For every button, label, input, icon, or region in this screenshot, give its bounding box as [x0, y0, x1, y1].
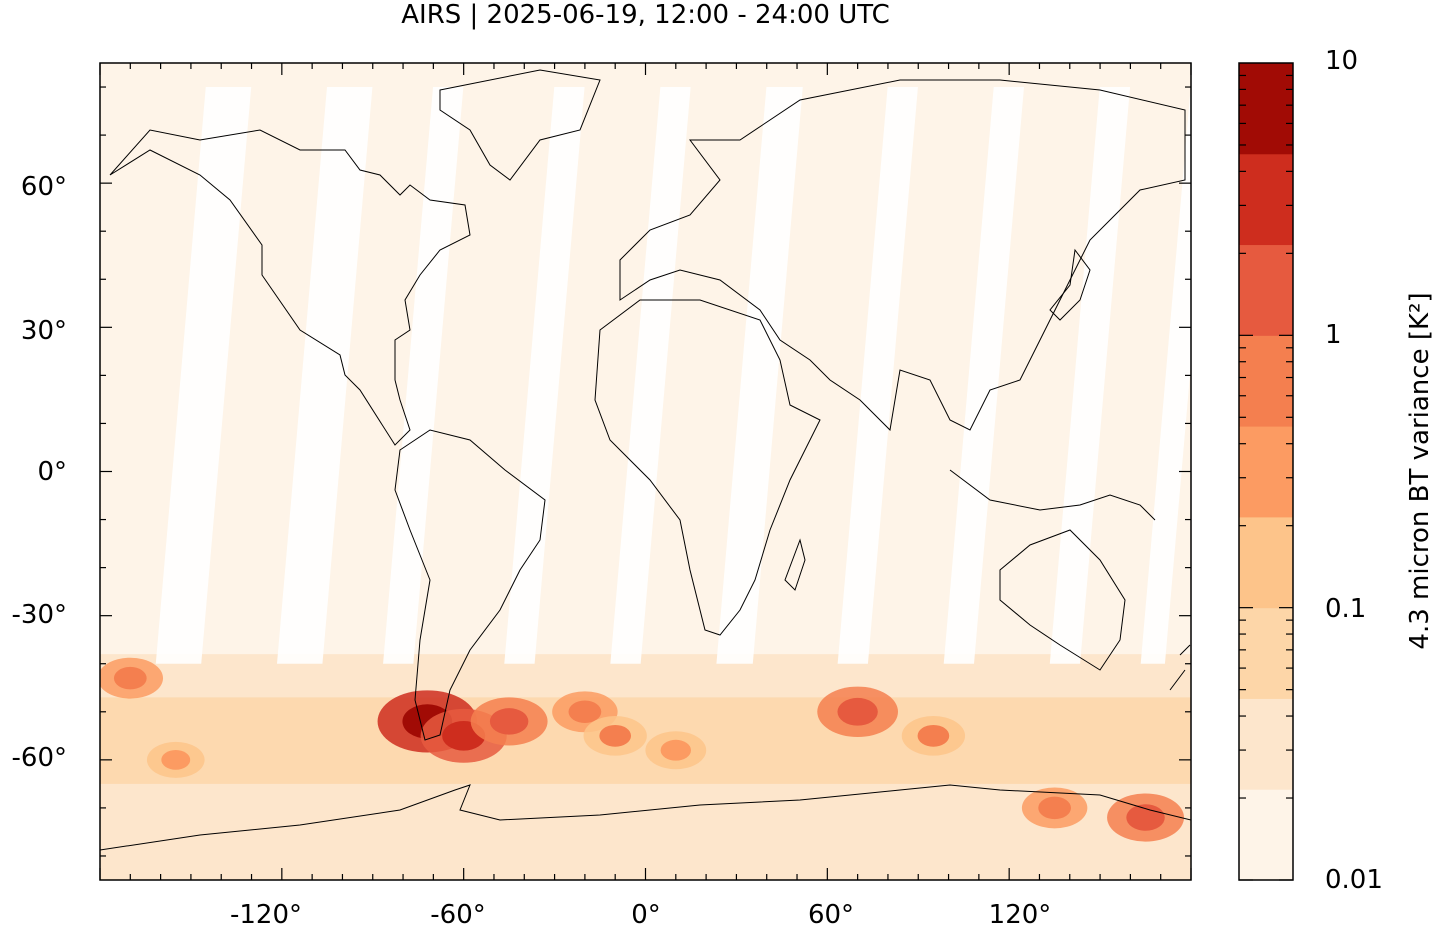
colorbar-swatch: [1239, 698, 1293, 790]
lon-label-minus60: -60°: [430, 900, 486, 930]
hotspot-core: [1038, 796, 1071, 820]
colorbar-label-0p01: 0.01: [1325, 865, 1383, 895]
lat-label-30: 30°: [20, 316, 67, 346]
hotspot-core: [599, 724, 632, 747]
colorbar-title: 4.3 micron BT variance [K²]: [1405, 292, 1435, 650]
hotspot-core: [917, 724, 950, 747]
lat-label-minus60: -60°: [11, 743, 67, 773]
swath-gap: [943, 87, 1025, 664]
colorbar-label-0p1: 0.1: [1325, 594, 1367, 624]
hotspot-core: [161, 749, 191, 770]
colorbar: [1239, 63, 1293, 881]
lon-label-120: 120°: [988, 900, 1052, 930]
swath-gap: [276, 87, 373, 664]
swath-gap: [610, 87, 691, 664]
lat-label-minus30: -30°: [11, 600, 67, 630]
lon-label-60: 60°: [807, 900, 855, 930]
hotspot-core: [113, 666, 147, 690]
hotspot-core: [568, 700, 602, 724]
lat-label-0: 0°: [37, 457, 67, 487]
map-title: AIRS | 2025-06-19, 12:00 - 24:00 UTC: [401, 0, 890, 30]
colorbar-label-1: 1: [1325, 320, 1342, 350]
lat-label-60: 60°: [20, 172, 67, 202]
colorbar-swatch: [1239, 335, 1293, 427]
swath-gap: [1140, 87, 1191, 664]
colorbar-frame: [1238, 62, 1294, 881]
colorbar-swatch: [1239, 516, 1293, 609]
colorbar-swatch: [1239, 426, 1293, 518]
lon-label-minus120: -120°: [229, 900, 302, 930]
coastlines: [100, 69, 1191, 851]
hotspot-core: [660, 739, 691, 761]
colorbar-label-10: 10: [1325, 46, 1359, 76]
swath-gap: [504, 87, 585, 664]
colorbar-swatch: [1239, 789, 1293, 881]
colorbar-swatch: [1239, 153, 1293, 246]
colorbar-swatch: [1239, 244, 1293, 336]
swath-gap: [155, 87, 252, 664]
swath-gaps: [155, 87, 1191, 664]
swath-gap: [1049, 87, 1131, 664]
swath-gap: [383, 87, 464, 664]
lon-label-0: 0°: [631, 900, 661, 930]
colorbar-swatch: [1239, 607, 1293, 699]
colorbar-swatch: [1239, 63, 1293, 155]
hotspot-core: [837, 697, 878, 726]
hotspot-core: [489, 708, 529, 735]
swath-gap: [837, 87, 918, 664]
swath-gap: [716, 87, 803, 664]
southern-ocean-band: [100, 654, 1191, 880]
